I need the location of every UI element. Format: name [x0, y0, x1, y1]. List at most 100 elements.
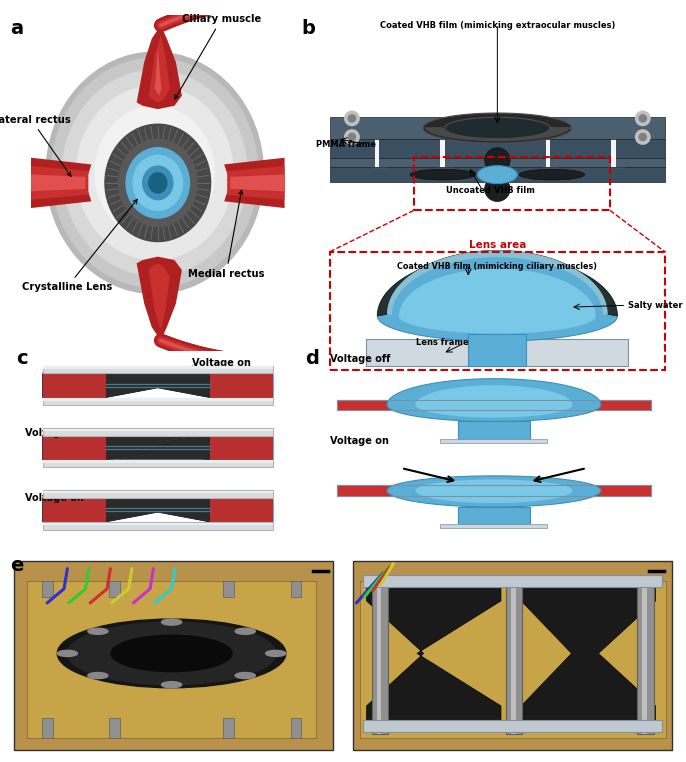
Text: Coated VHB film (mimicking extraocular muscles): Coated VHB film (mimicking extraocular m… — [379, 21, 615, 30]
Bar — [506, 577, 523, 735]
Polygon shape — [137, 257, 182, 341]
Circle shape — [51, 58, 258, 287]
Circle shape — [635, 111, 650, 126]
Bar — [337, 399, 394, 410]
Bar — [330, 251, 665, 370]
Bar — [109, 581, 120, 597]
Polygon shape — [43, 498, 106, 522]
Bar — [337, 485, 651, 496]
Circle shape — [119, 139, 197, 226]
Text: Voltage on: Voltage on — [330, 436, 389, 446]
Polygon shape — [210, 373, 273, 398]
Circle shape — [126, 148, 189, 218]
Text: Voltage off: Voltage off — [25, 428, 86, 438]
Circle shape — [639, 133, 646, 141]
Bar — [377, 577, 381, 735]
Text: Voltage off: Voltage off — [330, 354, 390, 364]
Bar — [436, 137, 453, 168]
Polygon shape — [330, 168, 665, 182]
Bar — [440, 524, 547, 528]
Bar — [594, 399, 651, 410]
Bar — [14, 561, 333, 751]
Circle shape — [88, 673, 108, 679]
Bar — [458, 421, 530, 439]
Ellipse shape — [484, 148, 510, 173]
Bar — [608, 137, 624, 168]
Text: Medial rectus: Medial rectus — [188, 190, 265, 279]
Polygon shape — [521, 581, 656, 726]
Polygon shape — [387, 475, 601, 507]
Circle shape — [58, 651, 78, 656]
Bar — [642, 577, 647, 735]
Bar — [353, 561, 672, 751]
Polygon shape — [399, 268, 595, 334]
Text: Ciliary muscle: Ciliary muscle — [175, 14, 261, 99]
Polygon shape — [330, 117, 665, 139]
Polygon shape — [330, 158, 665, 168]
Polygon shape — [416, 386, 572, 418]
Text: a: a — [10, 18, 23, 37]
Polygon shape — [43, 436, 273, 459]
Text: PMMA frame: PMMA frame — [316, 139, 375, 149]
Polygon shape — [366, 581, 501, 726]
Circle shape — [149, 173, 167, 193]
Text: Salty water: Salty water — [628, 301, 683, 310]
Bar — [371, 137, 387, 168]
Polygon shape — [149, 264, 170, 331]
Circle shape — [639, 115, 646, 122]
Bar — [42, 581, 53, 597]
Bar — [43, 367, 273, 369]
Polygon shape — [43, 436, 106, 459]
Polygon shape — [377, 251, 617, 316]
Polygon shape — [149, 35, 170, 102]
Bar — [43, 366, 273, 373]
Bar — [224, 718, 234, 738]
Circle shape — [95, 107, 215, 239]
Circle shape — [105, 124, 211, 242]
Text: Lateral rectus: Lateral rectus — [0, 114, 71, 176]
Polygon shape — [31, 174, 85, 191]
Text: e: e — [10, 556, 23, 575]
Polygon shape — [387, 251, 608, 315]
Bar — [43, 523, 273, 525]
Circle shape — [635, 130, 650, 144]
Polygon shape — [330, 139, 665, 158]
Circle shape — [161, 682, 182, 688]
Circle shape — [143, 166, 173, 200]
Polygon shape — [425, 127, 570, 141]
Bar — [337, 399, 651, 410]
Bar — [594, 485, 651, 496]
Bar — [43, 398, 273, 405]
Text: Coated VHB film (mimicking ciliary muscles): Coated VHB film (mimicking ciliary muscl… — [397, 262, 598, 271]
Text: Voltage on: Voltage on — [25, 493, 84, 503]
Bar — [337, 400, 651, 403]
Bar — [363, 720, 663, 732]
Bar — [545, 137, 550, 168]
Ellipse shape — [519, 169, 584, 180]
Bar — [414, 157, 610, 210]
Bar — [109, 718, 120, 738]
Text: Voltage on: Voltage on — [192, 358, 251, 368]
Polygon shape — [210, 436, 273, 459]
Bar — [337, 485, 651, 496]
Bar — [42, 718, 53, 738]
Bar — [372, 577, 388, 735]
Polygon shape — [416, 479, 572, 503]
Circle shape — [348, 115, 355, 122]
Text: Crystalline Lens: Crystalline Lens — [22, 200, 137, 292]
Bar — [337, 485, 651, 488]
Polygon shape — [394, 485, 594, 496]
Bar — [43, 399, 273, 401]
Bar — [43, 459, 273, 468]
Circle shape — [133, 155, 182, 210]
Polygon shape — [106, 498, 210, 522]
Bar — [291, 718, 301, 738]
Polygon shape — [394, 399, 594, 410]
Text: d: d — [305, 348, 319, 367]
Polygon shape — [387, 379, 601, 421]
Circle shape — [113, 127, 196, 219]
Bar — [27, 581, 316, 738]
Ellipse shape — [484, 177, 510, 201]
Polygon shape — [423, 113, 572, 143]
Bar — [611, 137, 615, 168]
